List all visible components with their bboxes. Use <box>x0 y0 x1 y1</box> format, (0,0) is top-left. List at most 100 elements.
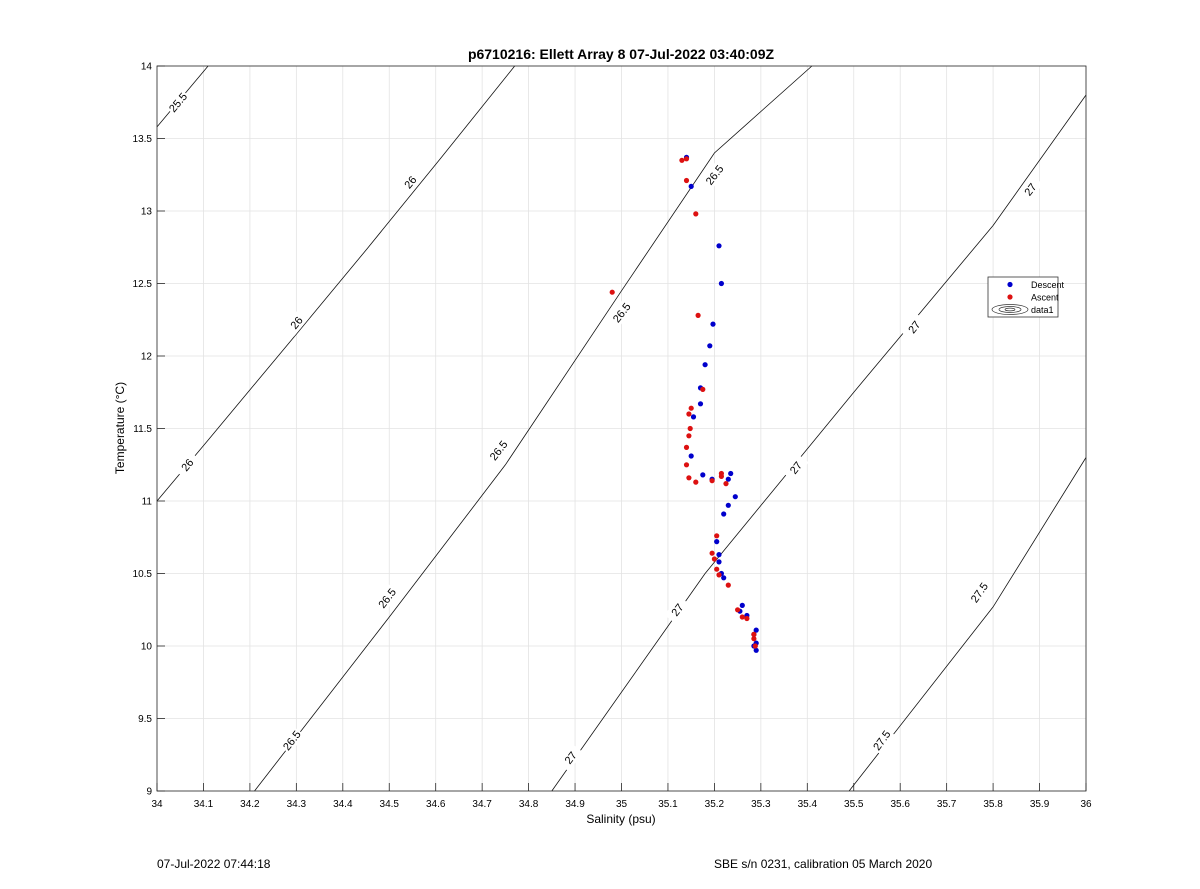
descent-point <box>707 343 713 349</box>
ascent-point <box>686 433 692 439</box>
ascent-point <box>695 312 701 318</box>
x-tick-label: 34.5 <box>380 799 400 810</box>
ascent-point <box>683 462 690 468</box>
contour-label: 27 <box>563 750 580 767</box>
x-tick-label: 34.3 <box>287 799 307 810</box>
ascent-point <box>711 556 718 562</box>
descent-point <box>716 552 722 558</box>
contour-label-bg <box>164 88 191 116</box>
isopycnal-line <box>848 457 1087 792</box>
legend-ascent-label: Ascent <box>1031 293 1059 303</box>
x-tick-label: 34.1 <box>194 799 214 810</box>
contour-label-bg <box>701 160 728 189</box>
descent-point <box>716 559 722 565</box>
contour-label: 27 <box>1023 181 1040 198</box>
descent-point <box>700 472 706 478</box>
isopycnal-line <box>551 94 1087 792</box>
descent-point <box>721 575 727 581</box>
y-tick-label: 14 <box>141 62 153 73</box>
descent-point <box>739 602 745 609</box>
isopycnal-line <box>254 65 813 792</box>
descent-point <box>753 627 759 633</box>
descent-point <box>753 647 759 653</box>
legend: Descent Ascent data1 <box>987 276 1065 318</box>
x-axis-ticks: 34 34.1 34.2 34.3 34.4 34.5 34.6 34.7 34.8 34.9 35… <box>151 783 1092 810</box>
descent-point <box>728 470 734 477</box>
descent-point <box>725 502 731 508</box>
density-contours: 25.526262626.526.526.526.526.52727272727… <box>156 65 1087 792</box>
ascent-point <box>687 425 693 432</box>
x-tick-label: 34.6 <box>426 799 446 810</box>
x-axis-label: Salinity (psu) <box>586 812 655 826</box>
descent-point <box>702 362 708 368</box>
print-timestamp: 07-Jul-2022 07:44:18 <box>157 857 271 871</box>
contour-icon <box>991 304 1029 315</box>
y-axis-ticks: 9 9.5 10 10.5 11 11.5 12 12.5 13 13.5 14 <box>133 62 165 798</box>
x-tick-label: 35.2 <box>705 799 725 810</box>
x-tick-label: 34.9 <box>565 799 585 810</box>
descent-point <box>697 401 704 407</box>
ascent-point <box>609 289 615 295</box>
contour-label: 27 <box>669 602 686 619</box>
contour-label: 27 <box>906 319 923 336</box>
ascent-point <box>739 614 745 620</box>
y-tick-label: 9 <box>146 787 152 798</box>
x-tick-label: 35.6 <box>890 799 910 810</box>
x-tick-label: 35 <box>616 799 628 810</box>
y-tick-label: 9.5 <box>138 714 152 725</box>
y-tick-label: 13 <box>141 207 153 218</box>
x-tick-label: 34.4 <box>333 799 353 810</box>
contour-label-bg <box>901 313 927 341</box>
descent-point <box>725 476 731 482</box>
ascent-point <box>683 177 690 184</box>
legend-data1-label: data1 <box>1031 305 1054 315</box>
y-tick-label: 10 <box>141 642 153 653</box>
contour-label-bg <box>283 308 310 337</box>
instrument-calibration: SBE s/n 0231, calibration 05 March 2020 <box>714 857 933 871</box>
descent-point <box>688 453 694 459</box>
x-tick-label: 35.9 <box>1030 799 1050 810</box>
ascent-point <box>752 643 758 649</box>
y-tick-label: 13.5 <box>133 134 153 145</box>
ascent-point <box>725 582 731 588</box>
ascent-point <box>686 411 692 417</box>
x-tick-label: 35.4 <box>798 799 818 810</box>
ascent-point <box>718 473 725 479</box>
contour-label-bg <box>782 453 809 482</box>
ascent-point <box>716 572 722 578</box>
contour-label: 26 <box>289 315 306 332</box>
contour-label-bg <box>664 595 691 624</box>
grid-lines <box>156 65 1087 792</box>
contour-label-bg <box>174 451 201 479</box>
contour-label-bg <box>278 726 305 755</box>
ascent-point <box>735 607 741 613</box>
y-tick-label: 12 <box>141 352 153 363</box>
x-tick-label: 34.8 <box>519 799 539 810</box>
contour-label: 27 <box>788 460 805 477</box>
data-points <box>609 154 759 653</box>
isopycnal-line <box>156 65 516 502</box>
ascent-point <box>693 211 699 217</box>
descent-point <box>718 280 725 287</box>
y-axis-label: Temperature (°C) <box>113 382 127 474</box>
ascent-point <box>751 631 757 638</box>
x-tick-label: 34.2 <box>240 799 260 810</box>
descent-point <box>710 321 716 327</box>
x-tick-label: 36 <box>1080 799 1092 810</box>
x-tick-label: 35.7 <box>937 799 957 810</box>
ascent-point <box>709 478 715 484</box>
contour-label-bg <box>868 726 895 755</box>
ascent-point <box>744 615 750 622</box>
x-tick-label: 35.5 <box>844 799 864 810</box>
descent-point <box>732 494 738 500</box>
x-tick-label: 35.8 <box>983 799 1003 810</box>
y-tick-label: 11.5 <box>133 424 152 435</box>
contour-label-bg <box>1017 175 1044 204</box>
y-tick-label: 11 <box>142 497 153 508</box>
ascent-point <box>709 550 715 556</box>
legend-descent-label: Descent <box>1031 280 1065 290</box>
ascent-point <box>683 156 690 162</box>
descent-point <box>690 414 697 420</box>
legend-ascent-marker <box>1007 294 1013 300</box>
